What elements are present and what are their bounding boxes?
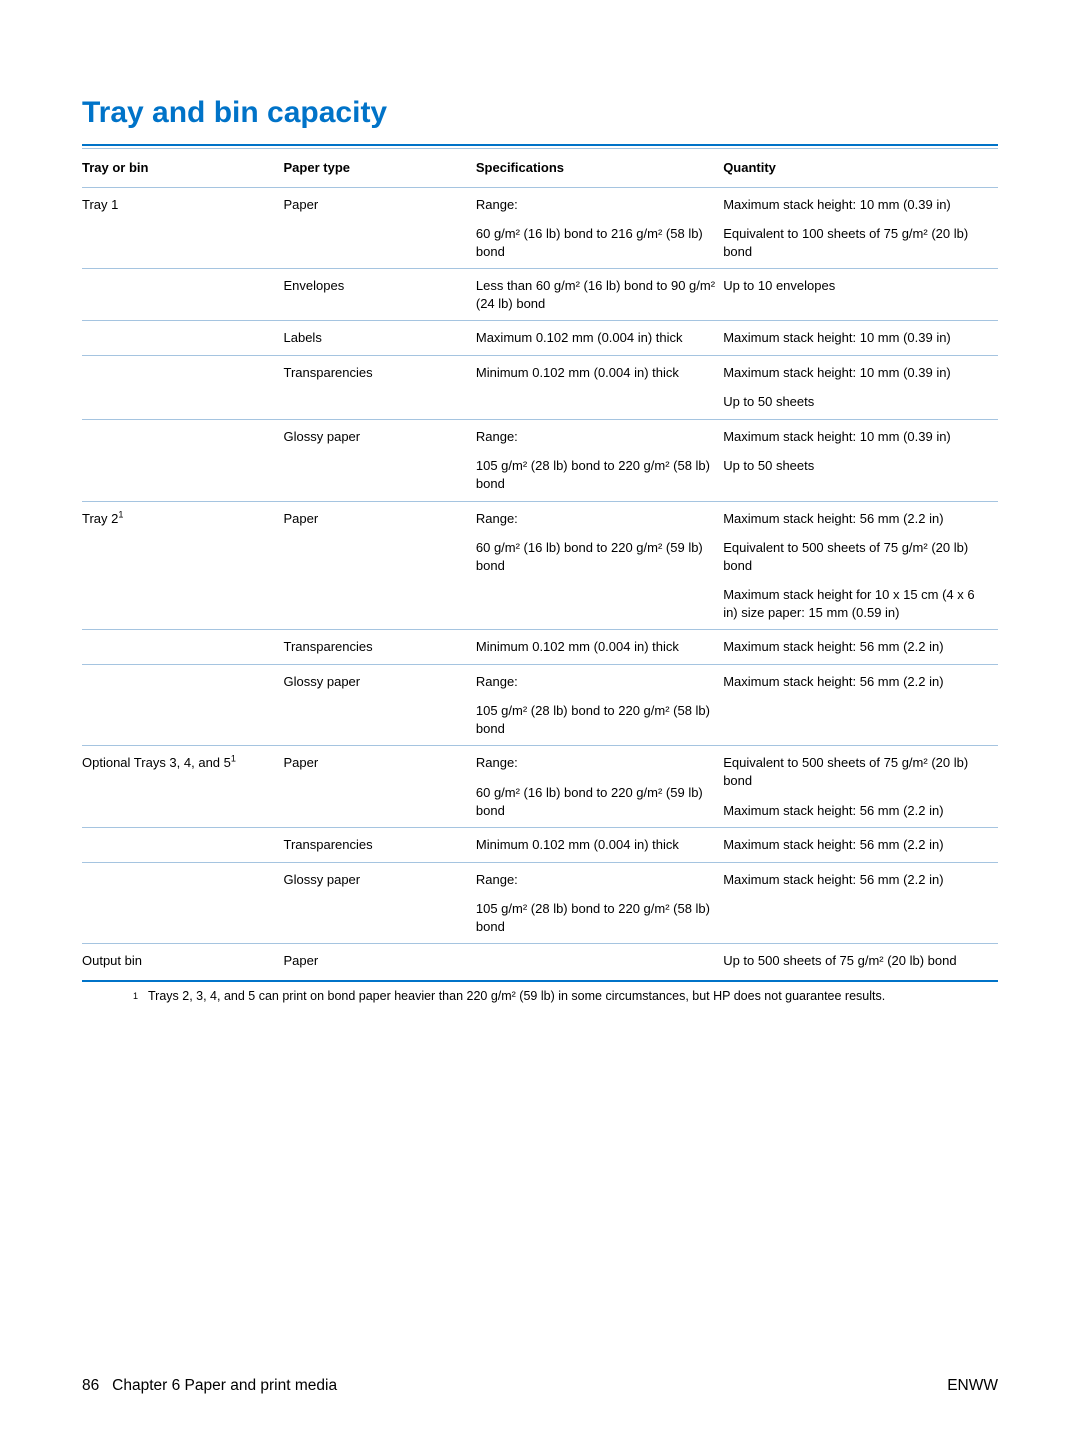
cell-type: Transparencies: [284, 828, 476, 862]
cell-type: Paper: [284, 746, 476, 827]
cell-tray: Tray 21: [82, 502, 284, 630]
cell-type: Transparencies: [284, 356, 476, 420]
table-row: Transparencies Minimum 0.102 mm (0.004 i…: [82, 828, 998, 862]
footnote-marker: 1: [82, 988, 148, 1005]
cell-type: Labels: [284, 321, 476, 355]
cell-qty: Maximum stack height: 10 mm (0.39 in) Eq…: [723, 188, 998, 269]
cell-tray: Output bin: [82, 944, 284, 978]
cell-spec: Range: 105 g/m² (28 lb) bond to 220 g/m²…: [476, 665, 723, 746]
cell-qty: Maximum stack height: 56 mm (2.2 in) Equ…: [723, 502, 998, 630]
th-tray: Tray or bin: [82, 149, 284, 187]
cell-spec: Maximum 0.102 mm (0.004 in) thick: [476, 321, 723, 355]
footnote: 1 Trays 2, 3, 4, and 5 can print on bond…: [82, 980, 998, 1005]
cell-spec: Range: 60 g/m² (16 lb) bond to 220 g/m² …: [476, 502, 723, 630]
table-row: Transparencies Minimum 0.102 mm (0.004 i…: [82, 630, 998, 664]
cell-qty: Up to 10 envelopes: [723, 269, 998, 321]
cell-type: Paper: [284, 188, 476, 269]
cell-spec: Less than 60 g/m² (16 lb) bond to 90 g/m…: [476, 269, 723, 321]
cell-spec: Range: 105 g/m² (28 lb) bond to 220 g/m²…: [476, 863, 723, 944]
cell-type: Glossy paper: [284, 420, 476, 501]
cell-type: Envelopes: [284, 269, 476, 321]
table-row: Envelopes Less than 60 g/m² (16 lb) bond…: [82, 269, 998, 321]
th-type: Paper type: [284, 149, 476, 187]
cell-tray: Optional Trays 3, 4, and 51: [82, 746, 284, 827]
cell-spec: Minimum 0.102 mm (0.004 in) thick: [476, 828, 723, 862]
cell-qty: Up to 500 sheets of 75 g/m² (20 lb) bond: [723, 944, 998, 978]
table-row: Tray 21 Paper Range: 60 g/m² (16 lb) bon…: [82, 502, 998, 630]
table-row: Tray 1 Paper Range: 60 g/m² (16 lb) bond…: [82, 188, 998, 269]
capacity-table: Tray or bin Paper type Specifications Qu…: [82, 149, 998, 978]
table-header-row: Tray or bin Paper type Specifications Qu…: [82, 149, 998, 187]
cell-spec: Range: 105 g/m² (28 lb) bond to 220 g/m²…: [476, 420, 723, 501]
cell-qty: Maximum stack height: 10 mm (0.39 in) Up…: [723, 356, 998, 420]
table-row: Glossy paper Range: 105 g/m² (28 lb) bon…: [82, 420, 998, 501]
cell-qty: Maximum stack height: 56 mm (2.2 in): [723, 630, 998, 664]
footer-right: ENWW: [947, 1377, 998, 1395]
cell-type: Glossy paper: [284, 863, 476, 944]
cell-spec: Minimum 0.102 mm (0.004 in) thick: [476, 356, 723, 420]
cell-type: Paper: [284, 944, 476, 978]
table-row: Glossy paper Range: 105 g/m² (28 lb) bon…: [82, 863, 998, 944]
th-spec: Specifications: [476, 149, 723, 187]
table-row: Output bin Paper Up to 500 sheets of 75 …: [82, 944, 998, 978]
footer-left: 86 Chapter 6 Paper and print media: [82, 1377, 337, 1395]
cell-tray: Tray 1: [82, 188, 284, 269]
cell-spec: Range: 60 g/m² (16 lb) bond to 216 g/m² …: [476, 188, 723, 269]
page-footer: 86 Chapter 6 Paper and print media ENWW: [82, 1377, 998, 1395]
table-row: Optional Trays 3, 4, and 51 Paper Range:…: [82, 746, 998, 827]
page-title: Tray and bin capacity: [82, 96, 998, 130]
th-qty: Quantity: [723, 149, 998, 187]
cell-type: Transparencies: [284, 630, 476, 664]
cell-spec: Range: 60 g/m² (16 lb) bond to 220 g/m² …: [476, 746, 723, 827]
table-row: Glossy paper Range: 105 g/m² (28 lb) bon…: [82, 665, 998, 746]
cell-qty: Maximum stack height: 56 mm (2.2 in): [723, 828, 998, 862]
cell-qty: Maximum stack height: 56 mm (2.2 in): [723, 665, 998, 746]
table-row: Labels Maximum 0.102 mm (0.004 in) thick…: [82, 321, 998, 355]
footnote-text: Trays 2, 3, 4, and 5 can print on bond p…: [148, 988, 998, 1005]
cell-qty: Maximum stack height: 10 mm (0.39 in): [723, 321, 998, 355]
cell-type: Glossy paper: [284, 665, 476, 746]
cell-spec: Minimum 0.102 mm (0.004 in) thick: [476, 630, 723, 664]
table-row: Transparencies Minimum 0.102 mm (0.004 i…: [82, 356, 998, 420]
cell-type: Paper: [284, 502, 476, 630]
cell-qty: Equivalent to 500 sheets of 75 g/m² (20 …: [723, 746, 998, 827]
cell-qty: Maximum stack height: 56 mm (2.2 in): [723, 863, 998, 944]
cell-qty: Maximum stack height: 10 mm (0.39 in) Up…: [723, 420, 998, 501]
rule-top-thick: [82, 144, 998, 146]
